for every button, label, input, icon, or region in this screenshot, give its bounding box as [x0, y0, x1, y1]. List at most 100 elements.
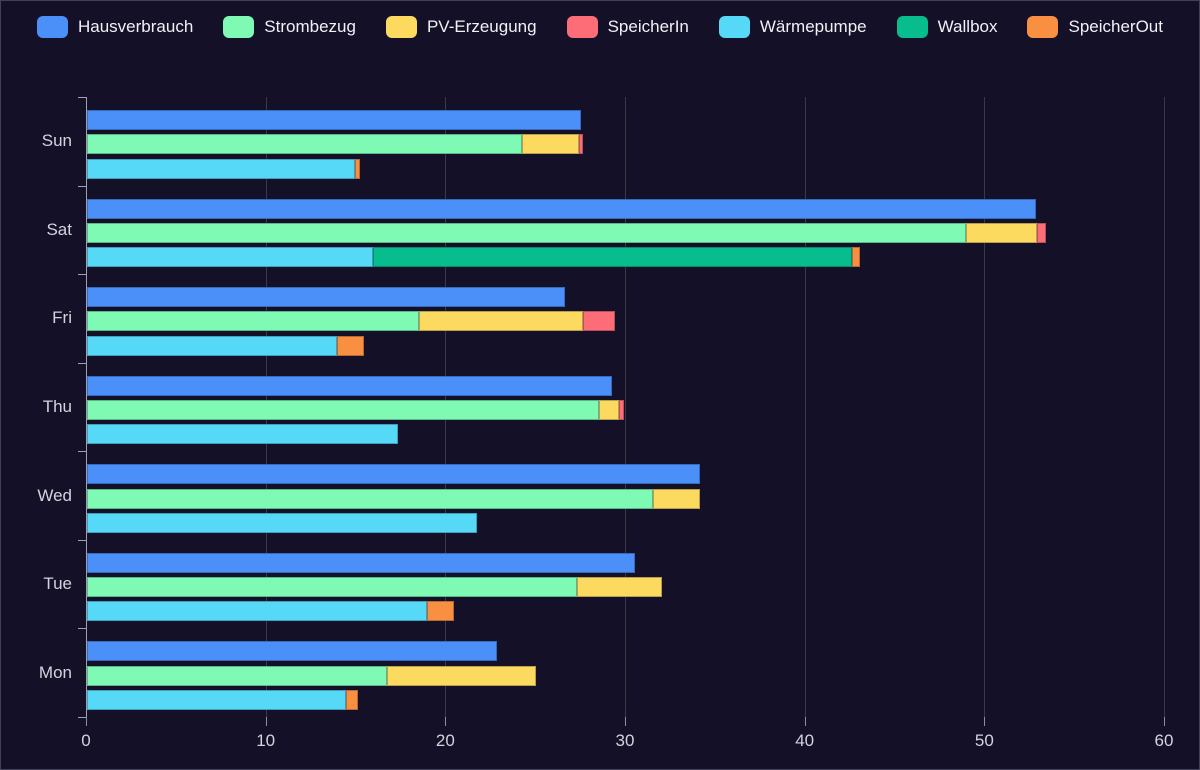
legend-item-speicherin[interactable]: SpeicherIn — [566, 16, 689, 38]
bar-group-mon — [87, 628, 1164, 717]
chart-legend: Hausverbrauch Strombezug PV-Erzeugung Speic… — [0, 16, 1200, 38]
bar-segment-speicherin[interactable] — [582, 311, 616, 332]
y-axis-label-tue: Tue — [43, 574, 72, 594]
bar-segment-speicherin[interactable] — [618, 400, 625, 420]
bar-segment-w-rmepumpe[interactable] — [87, 601, 427, 622]
bar-segment-speicherin[interactable] — [579, 134, 583, 155]
legend-label: SpeicherIn — [607, 17, 689, 36]
bar-segment-strombezug[interactable] — [87, 311, 420, 332]
bar-segment-pv-erzeugung[interactable] — [419, 311, 583, 332]
bar-segment-speicherout[interactable] — [426, 601, 454, 622]
bar-segment-pv-erzeugung[interactable] — [387, 665, 537, 686]
bar-segment-hausverbrauch[interactable] — [87, 375, 612, 396]
bar-segment-strombezug[interactable] — [87, 222, 966, 243]
bar-segment-w-rmepumpe[interactable] — [87, 335, 337, 356]
bar-segment-hausverbrauch[interactable] — [87, 464, 700, 485]
bar-segment-hausverbrauch[interactable] — [87, 287, 565, 308]
bar-segment-pv-erzeugung[interactable] — [652, 488, 700, 509]
bar-segment-hausverbrauch[interactable] — [87, 110, 582, 130]
y-axis-label-sat: Sat — [46, 219, 72, 239]
y-axis-label-mon: Mon — [38, 662, 72, 682]
supply-bar — [87, 400, 625, 420]
x-axis-label-30: 30 — [615, 731, 635, 750]
supply-bar — [87, 222, 1047, 243]
bar-segment-strombezug[interactable] — [87, 134, 522, 155]
gridline-x-40 — [804, 97, 806, 717]
legend-label: PV-Erzeugung — [426, 17, 537, 36]
bar-segment-w-rmepumpe[interactable] — [87, 690, 346, 711]
bar-segment-strombezug[interactable] — [87, 400, 600, 420]
bar-segment-pv-erzeugung[interactable] — [965, 222, 1038, 243]
legend-label: Strombezug — [264, 17, 356, 36]
consumption-bar — [87, 552, 635, 573]
bar-segment-w-rmepumpe[interactable] — [87, 424, 398, 445]
loads-bar — [87, 690, 359, 711]
consumption-bar — [87, 375, 612, 396]
legend-item-wallbox[interactable]: Wallbox — [896, 16, 997, 38]
y-axis-label-wed: Wed — [37, 485, 72, 505]
bar-segment-hausverbrauch[interactable] — [87, 641, 497, 662]
bar-segment-w-rmepumpe[interactable] — [87, 158, 355, 179]
bar-group-fri — [87, 274, 1164, 363]
gridline-x-30 — [625, 97, 626, 717]
bar-segment-strombezug[interactable] — [87, 488, 653, 509]
bar-segment-w-rmepumpe[interactable] — [87, 512, 477, 533]
legend-swatch-w-rmepumpe — [718, 16, 750, 38]
y-axis-tick — [78, 539, 86, 541]
legend-label: SpeicherOut — [1068, 17, 1163, 36]
x-axis-tick — [625, 717, 626, 726]
bar-segment-hausverbrauch[interactable] — [87, 552, 635, 573]
supply-bar — [87, 134, 583, 155]
bar-segment-speicherin[interactable] — [1037, 222, 1047, 243]
legend-swatch-pv-erzeugung — [385, 16, 417, 38]
x-axis-label-50: 50 — [974, 731, 994, 750]
supply-bar — [87, 665, 537, 686]
legend-swatch-strombezug — [223, 16, 255, 38]
bar-segment-wallbox[interactable] — [372, 247, 853, 268]
x-axis-tick — [445, 717, 447, 726]
bar-segment-w-rmepumpe[interactable] — [87, 247, 373, 268]
loads-bar — [87, 601, 454, 622]
gridline-x-50 — [984, 97, 986, 717]
loads-bar — [87, 247, 860, 268]
bar-segment-pv-erzeugung[interactable] — [599, 400, 619, 420]
gridline-x-60 — [1164, 97, 1165, 717]
plot-area: 0 10 20 30 40 50 60 Sun Sat Fri Thu Wed Tue Mon — [37, 97, 1173, 750]
y-axis-label-sun: Sun — [41, 131, 72, 151]
legend-item-hausverbrauch[interactable]: Hausverbrauch — [37, 16, 193, 38]
bar-segment-strombezug[interactable] — [87, 577, 578, 598]
consumption-bar — [87, 198, 1036, 219]
x-axis-label-60: 60 — [1154, 731, 1174, 750]
bar-group-sat — [87, 186, 1164, 275]
bar-segment-speicherout[interactable] — [852, 247, 860, 268]
y-axis-tick — [78, 717, 86, 718]
bar-segment-speicherout[interactable] — [354, 158, 361, 179]
bar-segment-pv-erzeugung[interactable] — [521, 134, 580, 155]
legend-item-speicherout[interactable]: SpeicherOut — [1027, 16, 1163, 38]
x-axis-tick — [265, 717, 267, 726]
loads-bar — [87, 512, 477, 533]
x-axis-tick — [86, 717, 87, 726]
bar-segment-hausverbrauch[interactable] — [87, 198, 1036, 219]
y-axis-line — [86, 97, 87, 717]
consumption-bar — [87, 464, 700, 485]
consumption-bar — [87, 641, 497, 662]
bar-segment-speicherout[interactable] — [345, 690, 359, 711]
supply-bar — [87, 488, 700, 509]
bar-group-tue — [87, 540, 1164, 629]
bar-segment-speicherout[interactable] — [336, 335, 364, 356]
x-axis-tick — [804, 717, 806, 726]
y-axis-tick — [78, 274, 86, 276]
x-axis-tick — [1164, 717, 1165, 726]
legend-item-w-rmepumpe[interactable]: Wärmepumpe — [718, 16, 867, 38]
x-axis-tick — [984, 717, 986, 726]
legend-item-strombezug[interactable]: Strombezug — [223, 16, 356, 38]
loads-bar — [87, 424, 398, 445]
supply-bar — [87, 577, 662, 598]
bar-segment-strombezug[interactable] — [87, 665, 388, 686]
loads-bar — [87, 158, 361, 179]
loads-bar — [87, 335, 364, 356]
bar-segment-pv-erzeugung[interactable] — [577, 577, 662, 598]
legend-item-pv-erzeugung[interactable]: PV-Erzeugung — [385, 16, 537, 38]
